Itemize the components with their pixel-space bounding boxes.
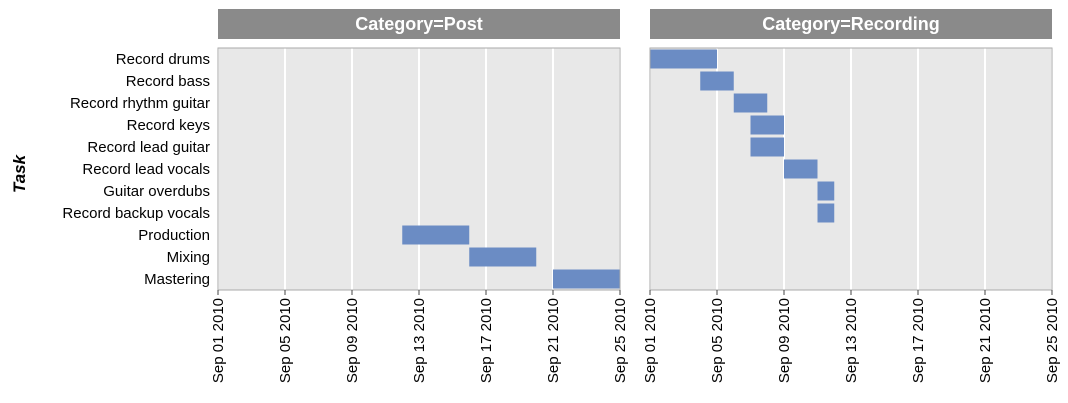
facet-strip-label: Category=Post (355, 14, 483, 34)
x-tick-label: Sep 09 2010 (776, 298, 793, 383)
task-label: Production (138, 227, 210, 244)
gantt-bar (553, 269, 620, 289)
x-tick-label: Sep 25 2010 (612, 298, 629, 383)
gantt-bar (750, 115, 784, 135)
task-label: Record keys (127, 117, 210, 134)
y-axis-title: Task (10, 153, 29, 193)
x-tick-label: Sep 21 2010 (977, 298, 994, 383)
task-label: Mixing (167, 249, 210, 266)
task-label: Record backup vocals (62, 205, 210, 222)
task-label: Record lead vocals (82, 161, 210, 178)
gantt-bar (402, 225, 470, 245)
x-tick-label: Sep 21 2010 (545, 298, 562, 383)
gantt-bar (817, 203, 835, 223)
x-tick-label: Sep 17 2010 (478, 298, 495, 383)
gantt-bar (700, 71, 734, 91)
task-label: Guitar overdubs (103, 183, 210, 200)
task-label: Record lead guitar (87, 139, 210, 156)
task-label: Record rhythm guitar (70, 95, 210, 112)
x-tick-label: Sep 09 2010 (344, 298, 361, 383)
gantt-bar (733, 93, 768, 113)
gantt-bar (784, 159, 818, 179)
facet-strip (218, 9, 620, 39)
x-tick-label: Sep 13 2010 (411, 298, 428, 383)
task-label: Record bass (126, 73, 210, 90)
x-tick-label: Sep 17 2010 (910, 298, 927, 383)
x-tick-label: Sep 01 2010 (210, 298, 227, 383)
x-tick-label: Sep 25 2010 (1044, 298, 1061, 383)
x-tick-label: Sep 01 2010 (642, 298, 659, 383)
facet-strip (650, 9, 1052, 39)
gantt-bar (469, 247, 537, 267)
facet-strip-label: Category=Recording (762, 14, 940, 34)
gantt-bar (750, 137, 784, 157)
x-tick-label: Sep 13 2010 (843, 298, 860, 383)
task-label: Mastering (144, 271, 210, 288)
task-label: Record drums (116, 51, 210, 68)
gantt-bar (817, 181, 835, 201)
x-tick-label: Sep 05 2010 (277, 298, 294, 383)
gantt-bar (650, 49, 717, 69)
x-tick-label: Sep 05 2010 (709, 298, 726, 383)
